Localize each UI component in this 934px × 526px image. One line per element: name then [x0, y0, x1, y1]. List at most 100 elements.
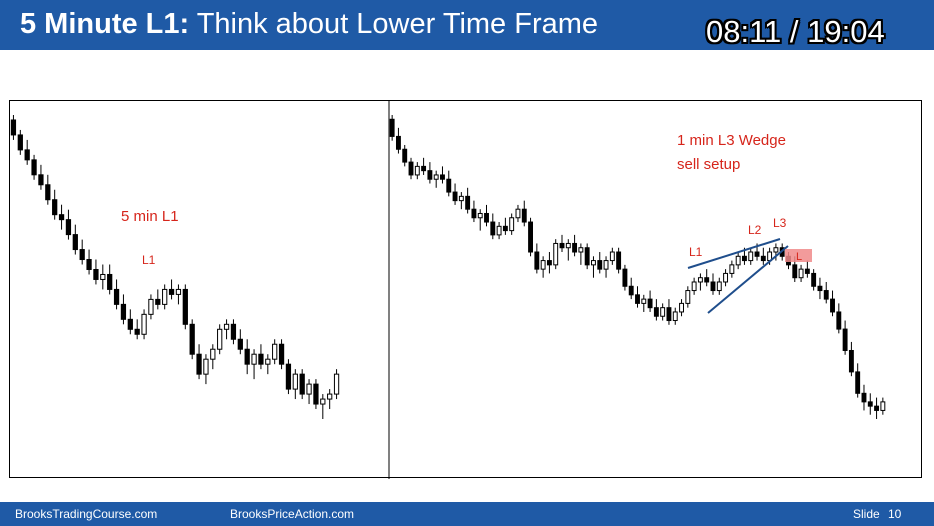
right-chart-candle — [591, 256, 596, 278]
right-chart-candle — [773, 243, 779, 261]
left-chart-candle-body — [45, 184, 51, 201]
right-chart-candle-body — [811, 272, 817, 287]
right-chart-candle — [559, 234, 565, 253]
right-chart-candle-body — [534, 251, 540, 270]
right-chart-candle-body — [836, 311, 842, 330]
right-chart-candle — [477, 209, 483, 231]
left-chart-candle-body — [10, 119, 17, 136]
right-chart-candle — [867, 393, 873, 415]
right-chart-candle — [723, 269, 729, 287]
right-chart-candle — [697, 273, 703, 291]
left-chart-candle — [265, 354, 271, 375]
right-chart-candle — [609, 247, 615, 265]
right-chart-candle-body — [628, 285, 634, 296]
footer-slide-label: Slide — [853, 507, 880, 521]
left-chart-candle — [10, 115, 17, 140]
left-chart-candle-body — [196, 353, 202, 375]
left-chart-candle — [168, 279, 175, 300]
right-chart-candle-body — [842, 328, 848, 351]
left-chart-candle — [100, 264, 106, 290]
right-chart-candle-body — [484, 212, 489, 223]
right-chart-candle-body — [710, 281, 716, 292]
right-chart-candle — [402, 144, 408, 167]
left-chart-candle — [65, 209, 72, 240]
left-chart-candle-body — [113, 288, 120, 305]
right-chart-candle — [622, 264, 628, 291]
right-chart-candle-body — [584, 247, 590, 266]
left-chart-candle-body — [327, 393, 333, 400]
right-chart-candle — [628, 277, 634, 300]
left-l1-label: L1 — [142, 253, 156, 267]
left-chart-candle — [134, 319, 140, 340]
right-chart-candle-body — [792, 264, 798, 279]
left-chart-candle — [155, 289, 161, 310]
right-annotation-line1: 1 min L3 Wedge — [677, 132, 786, 149]
left-chart-candle-body — [258, 353, 264, 365]
right-chart-candle-body — [408, 161, 414, 176]
slide-title: 5 Minute L1: Think about Lower Time Fram… — [20, 8, 598, 41]
left-chart-candle — [175, 284, 182, 305]
right-chart-candle — [716, 277, 722, 295]
left-chart-candle-body — [120, 303, 127, 320]
left-chart-candle — [52, 189, 58, 220]
right-chart-candle-body — [578, 247, 584, 253]
footer-site-1: BrooksTradingCourse.com — [15, 507, 158, 521]
left-chart-candle-body — [58, 214, 65, 221]
left-chart-candle-body — [38, 174, 44, 186]
right-chart-candle-body — [760, 255, 766, 262]
left-chart-annotation: 5 min L1 — [121, 208, 179, 225]
left-chart-candle-body — [189, 323, 195, 355]
left-chart-candle — [320, 394, 326, 419]
right-chart-candle-body — [603, 260, 609, 270]
left-chart-candle — [196, 344, 202, 380]
left-chart-candle — [86, 249, 92, 275]
right-chart-candle — [804, 260, 810, 278]
right-chart-candle — [427, 162, 433, 184]
left-chart-candle-body — [24, 149, 30, 161]
left-chart-candle-body — [203, 358, 209, 375]
left-chart-candle-body — [320, 398, 326, 405]
left-chart-candle-body — [223, 323, 230, 330]
left-chart-candle — [306, 379, 312, 405]
left-chart-candle — [285, 359, 292, 395]
left-chart-candle — [223, 319, 230, 340]
right-chart-candle-body — [867, 401, 873, 407]
right-chart-candle-body — [395, 135, 401, 150]
right-chart-candle — [521, 200, 527, 227]
right-chart-candle — [653, 299, 659, 321]
left-chart-candle-body — [127, 318, 133, 330]
right-chart-candle — [490, 213, 496, 240]
right-chart-candle-body — [874, 405, 880, 411]
right-chart-candle-body — [402, 148, 408, 163]
right-chart-candle — [798, 264, 804, 282]
left-chart-candle-body — [86, 259, 92, 270]
wedge-lower-line — [707, 245, 789, 314]
right-chart-candle — [880, 397, 886, 415]
right-chart-candle — [534, 243, 540, 274]
left-chart-candle-body — [155, 298, 161, 305]
left-chart-candle-body — [285, 363, 292, 390]
left-chart-candle-body — [141, 313, 147, 335]
left-chart-candle-body — [265, 358, 271, 365]
right-chart-candle-body — [666, 307, 672, 322]
right-chart-candle-body — [572, 242, 578, 253]
right-chart-candle — [440, 166, 445, 184]
left-chart-candle-body — [182, 288, 188, 325]
right-chart-candle-body — [622, 268, 628, 287]
right-chart-candle-body — [653, 307, 659, 317]
left-chart-candle-body — [210, 348, 216, 360]
left-chart-candle-body — [79, 249, 85, 261]
left-chart-candle — [182, 284, 188, 330]
left-chart-candle — [45, 174, 51, 205]
right-chart-candle — [704, 269, 710, 287]
left-chart-candle-body — [217, 328, 223, 350]
right-chart-candle-body — [647, 298, 653, 309]
right-chart-candle-body — [414, 165, 420, 176]
left-chart-candle-body — [100, 273, 106, 280]
left-chart-candle — [333, 369, 340, 400]
right-chart-candle — [635, 286, 640, 308]
right-chart-candle — [647, 290, 653, 312]
right-chart-candle — [848, 341, 854, 377]
right-chart-candle — [458, 192, 464, 210]
right-chart-candle — [691, 277, 697, 295]
